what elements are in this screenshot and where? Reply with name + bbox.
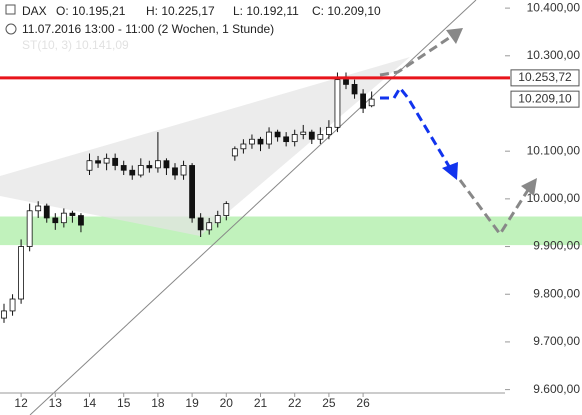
- x-tick-label: 26: [356, 396, 370, 410]
- candle-body: [103, 157, 110, 164]
- y-tick-label: 10.300,00: [527, 48, 581, 62]
- y-tick-label: 9.900,00: [533, 239, 580, 253]
- x-tick-label: 19: [185, 396, 199, 410]
- candle-body: [334, 79, 341, 128]
- candle-body: [180, 165, 187, 176]
- candle-body: [291, 134, 298, 143]
- candle-body: [172, 167, 178, 176]
- candle-body: [257, 138, 264, 145]
- period: 11.07.2016 13:00 - 11:00 (2 Wochen, 1 St…: [22, 22, 274, 36]
- candle-body: [120, 165, 127, 171]
- candle-body: [317, 134, 324, 140]
- candle-body: [266, 131, 272, 145]
- candle-body: [197, 217, 204, 231]
- candle-body: [18, 246, 25, 300]
- price-tag-label: 10.253,72: [518, 70, 572, 84]
- arrowhead: [521, 178, 537, 196]
- ohlc: H: 10.225,17: [146, 4, 215, 18]
- candle-body: [189, 165, 196, 219]
- candle-body: [214, 215, 221, 224]
- candle-body: [137, 165, 144, 176]
- icon: [5, 23, 17, 35]
- candle-body: [69, 212, 76, 216]
- candle-body: [146, 165, 153, 169]
- candle-body: [360, 93, 367, 109]
- plot: [1, 72, 375, 323]
- candle-body: [240, 143, 247, 150]
- candle-body: [163, 160, 170, 169]
- x-tick-label: 14: [83, 396, 97, 410]
- candle-body: [223, 203, 230, 216]
- x-tick-label: 18: [151, 396, 165, 410]
- arrowhead: [442, 162, 458, 180]
- candle-body: [43, 205, 50, 219]
- support-zone: [0, 216, 582, 246]
- candle-body: [112, 157, 119, 166]
- last-price-label: 10.209,10: [518, 91, 572, 105]
- candle-body: [154, 160, 161, 169]
- icon: [5, 4, 16, 15]
- x-tick-label: 12: [14, 396, 28, 410]
- candle-body: [78, 215, 84, 226]
- y-tick-label: 9.700,00: [533, 334, 580, 348]
- candle-body: [1, 310, 7, 319]
- arrow-down: [380, 85, 452, 169]
- ohlc: O: 10.195,21: [56, 4, 126, 18]
- symbol: DAX: [22, 4, 47, 18]
- candle-body: [60, 212, 67, 224]
- ohlc: C: 10.209,10: [312, 4, 381, 18]
- x-tick-label: 20: [220, 396, 234, 410]
- candle-body: [86, 160, 93, 171]
- candle-body: [283, 136, 290, 143]
- y-tick-label: 9.600,00: [533, 382, 580, 396]
- arrow-up: [379, 32, 456, 77]
- y-tick-label: 9.800,00: [533, 286, 580, 300]
- x-tick-label: 25: [322, 396, 336, 410]
- arrow-rebound: [458, 179, 530, 237]
- candle-body: [274, 131, 281, 138]
- indicator: ST(10, 3) 10.141,09: [22, 38, 129, 52]
- candle-body: [129, 169, 136, 176]
- candle-body: [249, 138, 255, 145]
- candle-body: [9, 298, 16, 312]
- y-tick-label: 10.000,00: [527, 191, 581, 205]
- last-price-tag: [510, 90, 580, 108]
- y-tick-label: 10.400,00: [527, 0, 581, 14]
- x-tick-label: 13: [49, 396, 63, 410]
- background-layer: [0, 216, 582, 246]
- x-tick-label: 15: [117, 396, 131, 410]
- candle-body: [308, 131, 315, 140]
- x-tick-label: 21: [254, 396, 268, 410]
- ohlc: L: 10.192,11: [233, 4, 299, 18]
- candle-body: [26, 210, 33, 247]
- candle-body: [300, 131, 307, 135]
- y-tick-label: 10.100,00: [527, 143, 581, 157]
- header: DAX O: 10.195,21 H: 10.225,17 L: 10.192,…: [5, 4, 381, 52]
- arrowhead: [446, 28, 463, 44]
- candle-body: [231, 148, 238, 157]
- x-tick-label: 22: [288, 396, 302, 410]
- candle-body: [351, 84, 358, 95]
- price-tag: [510, 69, 580, 87]
- candle-body: [343, 79, 349, 85]
- candle-body: [35, 205, 42, 212]
- wedge: [0, 57, 410, 236]
- candle-body: [95, 160, 101, 164]
- candle-body: [368, 98, 375, 107]
- candle-body: [52, 217, 59, 224]
- candle-body: [325, 126, 332, 135]
- candle-body: [206, 222, 213, 231]
